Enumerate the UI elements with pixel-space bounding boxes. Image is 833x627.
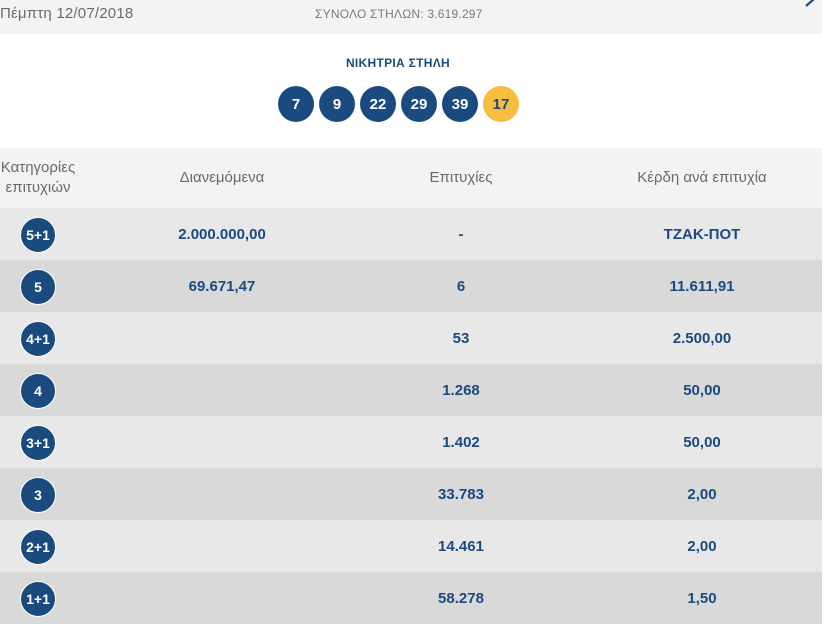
page-edge xyxy=(822,0,833,627)
table-row: 5 69.671,47 6 11.611,91 xyxy=(0,260,822,312)
prize-cell: 11.611,91 xyxy=(669,277,735,295)
table-row: 4 1.268 50,00 xyxy=(0,364,822,416)
winners-cell: 58.278 xyxy=(438,589,484,607)
header-prize: Κέρδη ανά επιτυχία xyxy=(637,169,767,186)
prize-cell: ΤΖΑΚ-ΠΟΤ xyxy=(663,225,741,243)
prize-cell: 50,00 xyxy=(683,381,721,399)
prize-cell: 2.500,00 xyxy=(672,329,732,347)
distributed-cell xyxy=(142,312,302,364)
winners-cell: 1.402 xyxy=(442,433,480,451)
table-row: 4+1 53 2.500,00 xyxy=(0,312,822,364)
category-badge: 5 xyxy=(20,269,56,305)
distributed-cell: 69.671,47 xyxy=(188,277,256,295)
prize-cell: 2,00 xyxy=(687,537,717,555)
distributed-cell xyxy=(142,468,302,520)
distributed-cell xyxy=(142,416,302,468)
header-category-line1: Κατηγορίες xyxy=(0,159,76,176)
category-badge: 1+1 xyxy=(20,581,56,617)
chevron-right-icon[interactable] xyxy=(800,0,822,10)
category-badge: 2+1 xyxy=(20,529,56,565)
table-row: 5+1 2.000.000,00 - ΤΖΑΚ-ΠΟΤ xyxy=(0,208,822,260)
distributed-cell: 2.000.000,00 xyxy=(178,225,266,243)
winners-cell: 14.461 xyxy=(438,537,484,555)
results-table: Κατηγορίες επιτυχιών Διανεμόμενα Επιτυχί… xyxy=(0,148,822,624)
winning-number-ball: 7 xyxy=(278,86,314,122)
joker-number-ball: 17 xyxy=(483,86,519,122)
winners-cell: 33.783 xyxy=(438,485,484,503)
table-row: 1+1 58.278 1,50 xyxy=(0,572,822,624)
winners-cell: 1.268 xyxy=(442,381,480,399)
winning-number-ball: 29 xyxy=(401,86,437,122)
distributed-cell xyxy=(142,520,302,572)
draw-header: Πέμπτη 12/07/2018 ΣΥΝΟΛΟ ΣΤΗΛΩΝ: 3.619.2… xyxy=(0,0,822,34)
header-distributed: Διανεμόμενα xyxy=(179,169,265,186)
prize-cell: 1,50 xyxy=(687,589,717,607)
table-row: 3+1 1.402 50,00 xyxy=(0,416,822,468)
distributed-cell xyxy=(142,364,302,416)
header-category-line2: επιτυχιών xyxy=(5,179,71,196)
winners-cell: 53 xyxy=(452,329,470,347)
winning-number-ball: 39 xyxy=(442,86,478,122)
winners-cell: - xyxy=(458,225,464,243)
total-columns: ΣΥΝΟΛΟ ΣΤΗΛΩΝ: 3.619.297 xyxy=(315,7,483,21)
table-row: 3 33.783 2,00 xyxy=(0,468,822,520)
distributed-cell xyxy=(142,572,302,624)
prize-cell: 50,00 xyxy=(683,433,721,451)
winning-number-ball: 9 xyxy=(319,86,355,122)
header-winners: Επιτυχίες xyxy=(429,169,493,186)
prize-cell: 2,00 xyxy=(687,485,717,503)
winning-number-ball: 22 xyxy=(360,86,396,122)
category-badge: 3 xyxy=(20,477,56,513)
winning-numbers: 7 9 22 29 39 17 xyxy=(278,86,519,122)
table-header: Κατηγορίες επιτυχιών Διανεμόμενα Επιτυχί… xyxy=(0,148,822,208)
winning-column-title: ΝΙΚΗΤΡΙΑ ΣΤΗΛΗ xyxy=(345,56,451,70)
category-badge: 5+1 xyxy=(20,217,56,253)
table-row: 2+1 14.461 2,00 xyxy=(0,520,822,572)
draw-date: Πέμπτη 12/07/2018 xyxy=(0,5,134,22)
winners-cell: 6 xyxy=(456,277,466,295)
category-badge: 4 xyxy=(20,373,56,409)
category-badge: 3+1 xyxy=(20,425,56,461)
category-badge: 4+1 xyxy=(20,321,56,357)
header-category: Κατηγορίες επιτυχιών xyxy=(0,148,76,208)
